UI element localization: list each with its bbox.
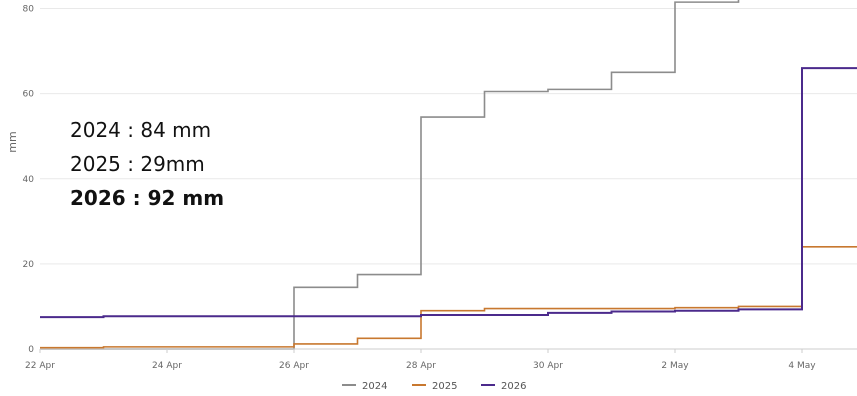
x-tick-label: 22 Apr <box>25 361 55 371</box>
x-tick-label: 24 Apr <box>152 361 182 371</box>
annotation-2025: 2025 : 29mm <box>70 152 205 176</box>
series-line-2026 <box>40 67 857 319</box>
x-tick-label: 26 Apr <box>279 361 309 371</box>
legend-label-2026: 2026 <box>501 381 526 392</box>
annotation-2026: 2026 : 92 mm <box>70 186 225 210</box>
annotation-2024: 2024 : 84 mm <box>70 118 212 142</box>
y-tick-label: 80 <box>23 5 35 15</box>
legend: 2024 2025 2026 <box>342 381 526 392</box>
grid-layer <box>40 8 857 350</box>
y-tick-label: 60 <box>23 90 35 100</box>
x-tick-label: 2 May <box>661 361 689 371</box>
x-tick-label: 30 Apr <box>533 361 563 371</box>
legend-label-2025: 2025 <box>432 381 457 392</box>
x-tick-label: 28 Apr <box>406 361 436 371</box>
y-tick-label: 20 <box>23 260 35 270</box>
y-axis-title: mm <box>6 131 19 152</box>
y-tick-label: 0 <box>28 345 34 355</box>
series-line-2025 <box>40 246 857 349</box>
y-tick-label: 40 <box>23 175 35 185</box>
axis-layer: 0 20 40 60 80 22 Apr 24 Apr 26 Apr 28 Apr 30 Apr 2… <box>6 5 857 371</box>
x-tick-label: 4 May <box>788 361 816 371</box>
legend-label-2024: 2024 <box>362 381 387 392</box>
